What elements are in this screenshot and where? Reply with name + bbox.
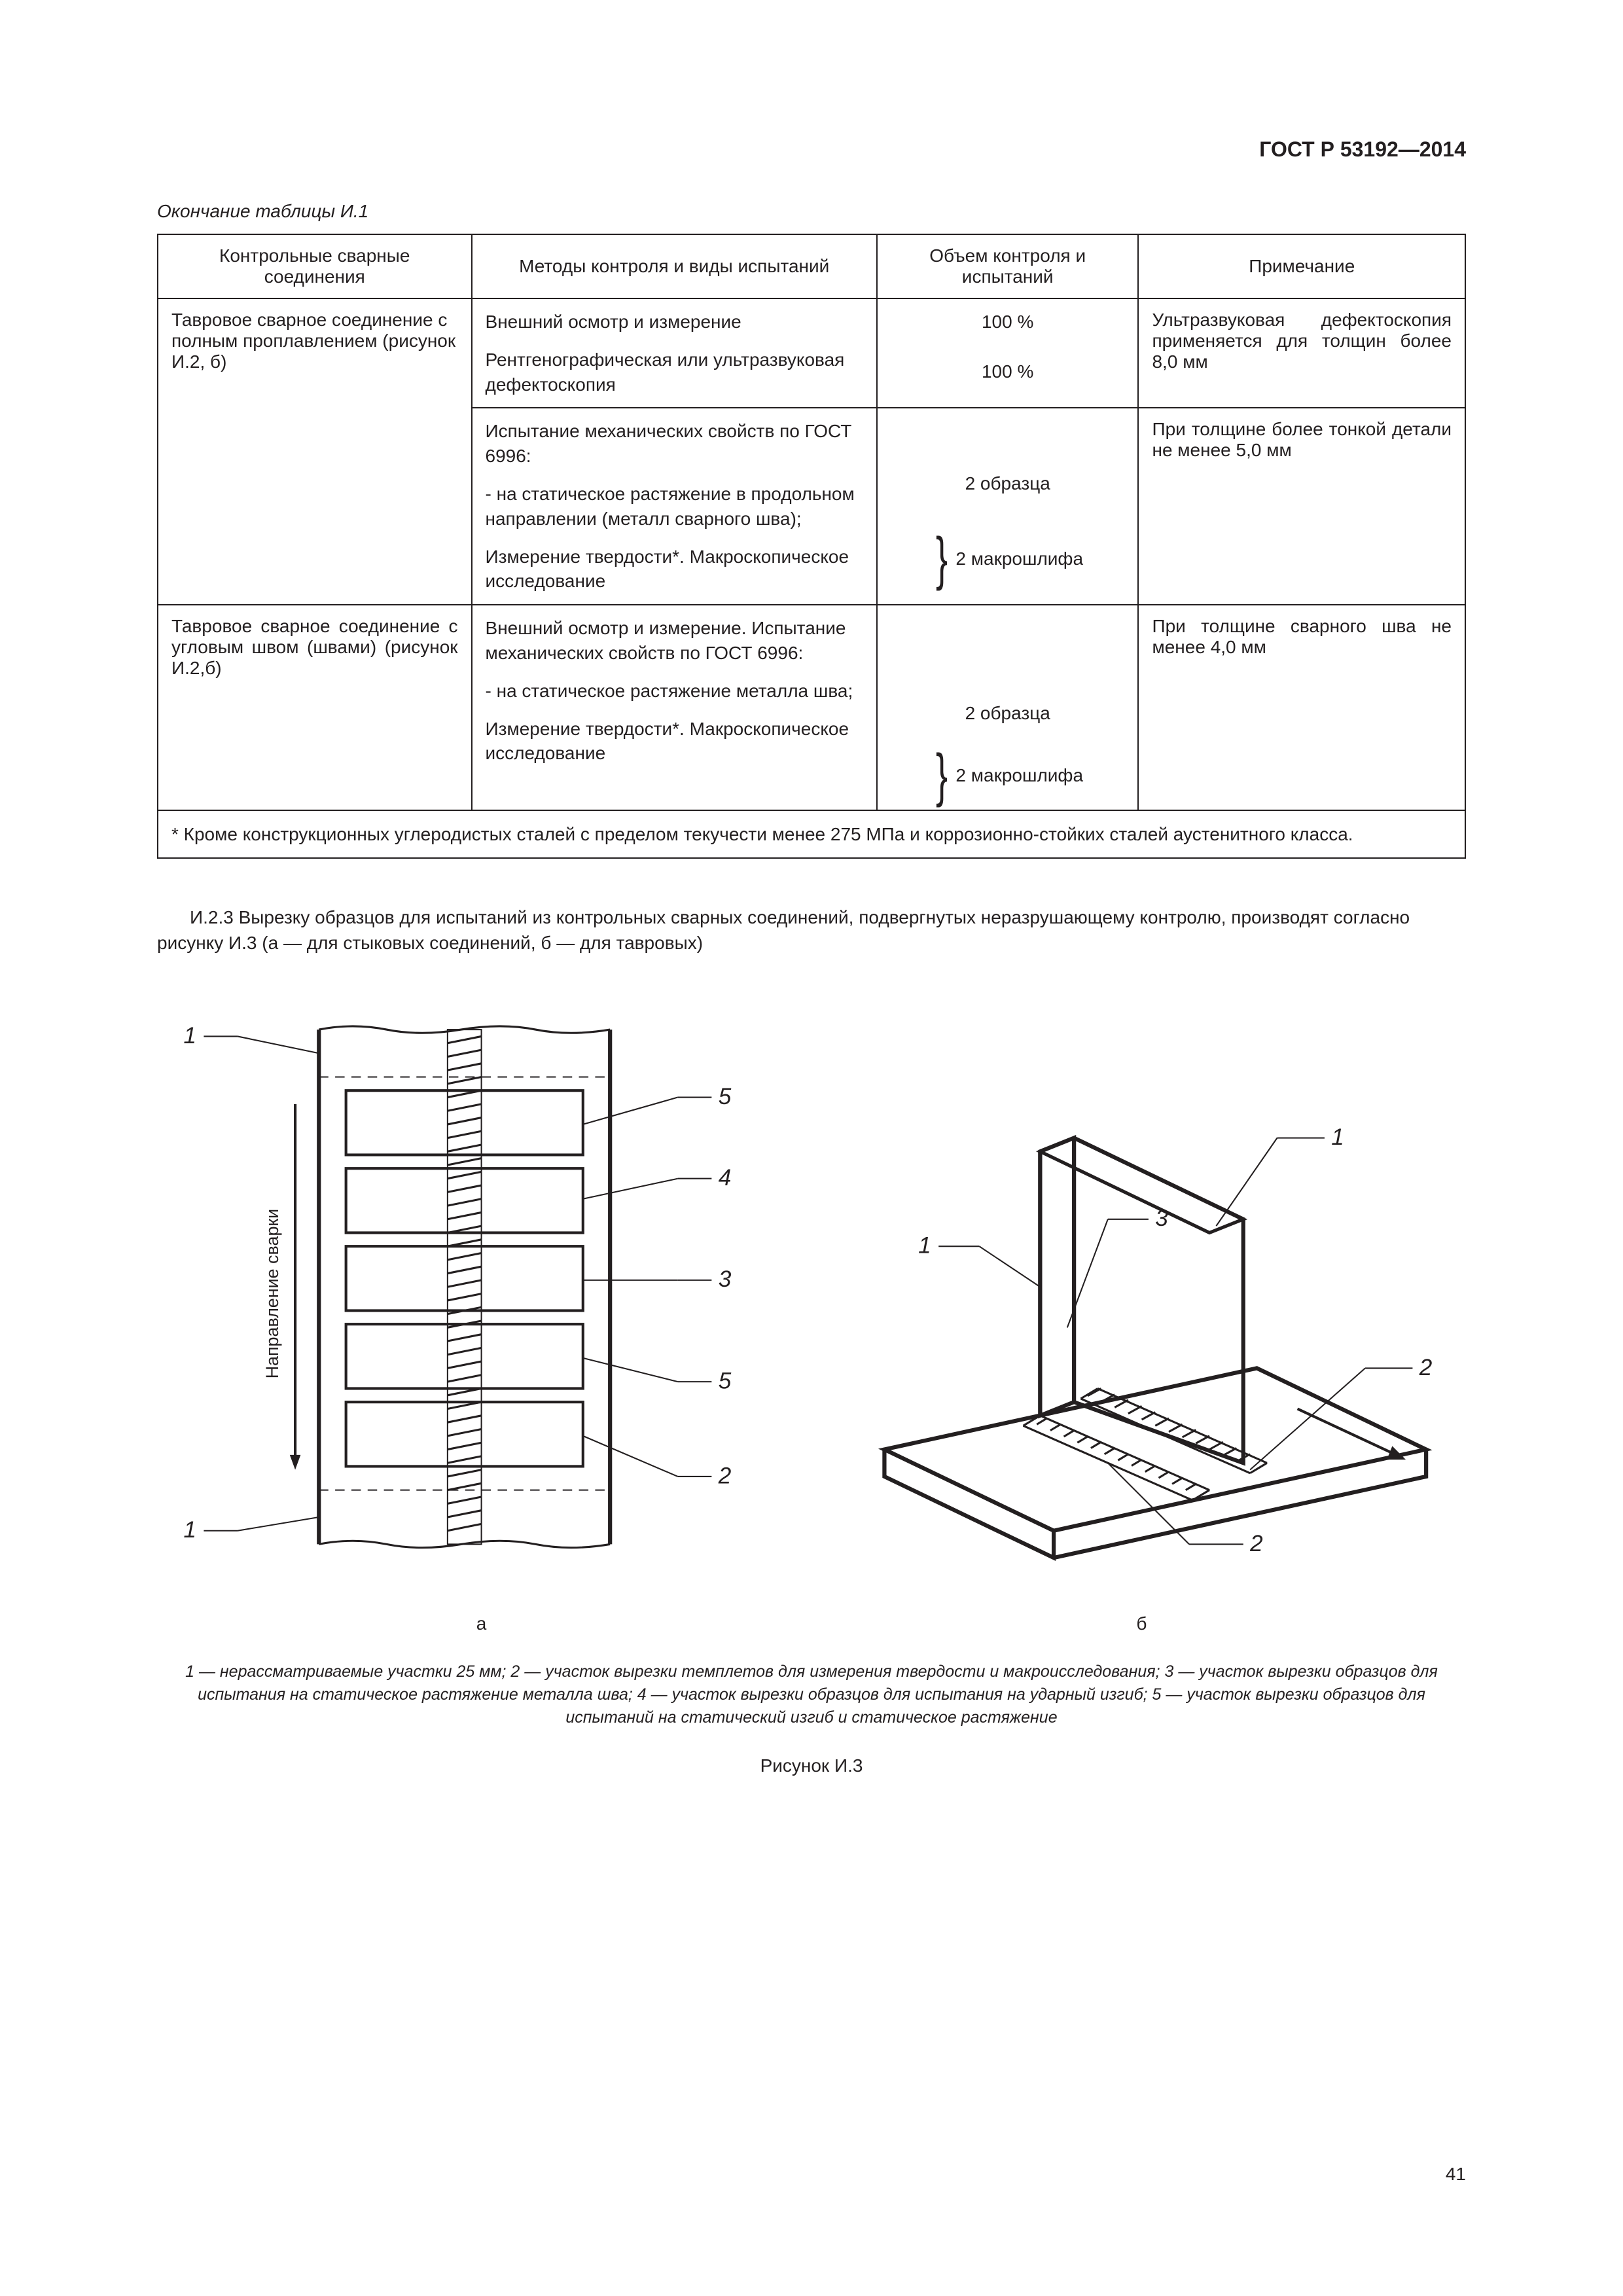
leader-num: 3	[1155, 1206, 1168, 1231]
row1-b1-volume: 100 % 100 %	[877, 298, 1139, 408]
figure-a-svg: Направление сварки 5 4 3 5 2	[177, 989, 786, 1598]
row1-b1-note: Ультразвуковая дефектоскопия применяется…	[1138, 298, 1465, 408]
row2-volume: 2 образца } 2 макрошлифа	[877, 605, 1139, 810]
row1-col1: Тавровое сварное соединение с полным про…	[158, 298, 472, 605]
leader-num: 1	[183, 1022, 196, 1048]
table-row: Тавровое сварное соединение с полным про…	[158, 298, 1465, 408]
text: Измерение твердости*. Макроскопическое и…	[486, 545, 863, 594]
figure-a: Направление сварки 5 4 3 5 2	[177, 989, 786, 1634]
document-header: ГОСТ Р 53192—2014	[157, 137, 1466, 162]
fig-a-caption: а	[177, 1613, 786, 1634]
legend-text: 1 — нерассматриваемые участки 25 мм; 2 —…	[185, 1662, 1438, 1727]
brace-group: } 2 макрошлифа	[891, 752, 1125, 799]
page: ГОСТ Р 53192—2014 Окончание таблицы И.1 …	[0, 0, 1623, 2296]
row1-b2-volume: 2 образца } 2 макрошлифа	[877, 408, 1139, 605]
row1-b1-methods: Внешний осмотр и измерение Рентгенографи…	[472, 298, 877, 408]
table-row: Тавровое сварное соединение с угловым шв…	[158, 605, 1465, 810]
leader-num: 5	[719, 1083, 732, 1109]
leader-num: 3	[719, 1266, 732, 1292]
text: 2 макрошлифа	[955, 765, 1083, 786]
row1-b2-methods: Испытание механических свойств по ГОСТ 6…	[472, 408, 877, 605]
figure-legend: 1 — нерассматриваемые участки 25 мм; 2 —…	[157, 1660, 1466, 1729]
row2-col1: Тавровое сварное соединение с угловым шв…	[158, 605, 472, 810]
text: 100 %	[891, 359, 1125, 384]
brace-group: } 2 макрошлифа	[891, 535, 1125, 583]
text: 2 образца	[891, 471, 1125, 496]
figures-row: Направление сварки 5 4 3 5 2	[157, 989, 1466, 1634]
text: Измерение твердости*. Макроскопическое и…	[486, 717, 863, 766]
brace-icon: }	[936, 535, 948, 583]
table-footnote: * Кроме конструкционных углеродистых ста…	[158, 810, 1465, 858]
text: Рентгенографическая или ультразвуковая д…	[486, 348, 863, 397]
leader-num: 2	[1419, 1354, 1433, 1380]
row1-b2-note: При толщине более тонкой детали не менее…	[1138, 408, 1465, 605]
figure-b: 1 1 3 2 2 б	[837, 989, 1446, 1634]
th-col2: Методы контроля и виды испытаний	[472, 234, 877, 298]
text: 2 макрошлифа	[955, 548, 1083, 569]
table-footnote-row: * Кроме конструкционных углеродистых ста…	[158, 810, 1465, 858]
text: - на статическое растяжение в продольном…	[486, 482, 863, 531]
leader-num: 2	[1249, 1530, 1263, 1556]
fig-a-direction-label: Направление сварки	[262, 1208, 282, 1378]
fig-b-caption: б	[837, 1613, 1446, 1634]
figure-b-svg: 1 1 3 2 2	[837, 989, 1446, 1598]
leader-num: 1	[183, 1517, 196, 1543]
table-header-row: Контрольные сварные соединения Методы ко…	[158, 234, 1465, 298]
brace-icon: }	[936, 752, 948, 799]
text: 2 образца	[891, 701, 1125, 726]
th-col1: Контрольные сварные соединения	[158, 234, 472, 298]
row2-methods: Внешний осмотр и измерение. Испытание ме…	[472, 605, 877, 810]
leader-num: 1	[918, 1232, 931, 1258]
leader-num: 2	[718, 1463, 732, 1488]
leader-num: 5	[719, 1368, 732, 1393]
table-continuation-label: Окончание таблицы И.1	[157, 201, 1466, 222]
text: Испытание механических свойств по ГОСТ 6…	[486, 419, 863, 469]
leader-num: 4	[719, 1165, 732, 1191]
row2-note: При толщине сварного шва не менее 4,0 мм	[1138, 605, 1465, 810]
text: Внешний осмотр и измерение	[486, 310, 863, 334]
main-table: Контрольные сварные соединения Методы ко…	[157, 234, 1466, 859]
text: 100 %	[891, 310, 1125, 334]
leader-num: 1	[1331, 1124, 1344, 1150]
page-number: 41	[1446, 2164, 1466, 2185]
th-col3: Объем контроля и испытаний	[877, 234, 1139, 298]
section-paragraph: И.2.3 Вырезку образцов для испытаний из …	[157, 905, 1466, 956]
th-col4: Примечание	[1138, 234, 1465, 298]
text: Внешний осмотр и измерение. Испытание ме…	[486, 616, 863, 666]
figure-title: Рисунок И.3	[157, 1755, 1466, 1776]
text: - на статическое растяжение металла шва;	[486, 679, 863, 704]
